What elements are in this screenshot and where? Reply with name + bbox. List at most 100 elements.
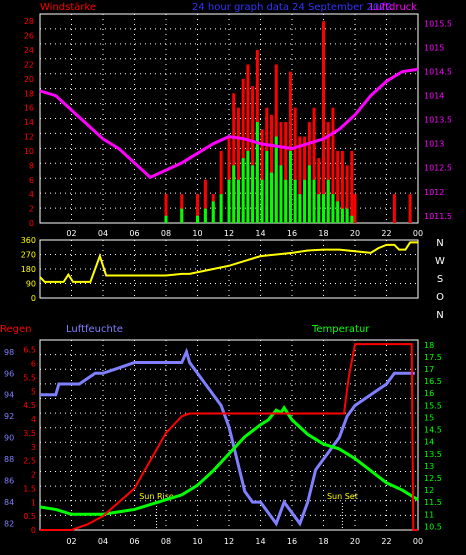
wind-gust-bar <box>219 150 223 223</box>
wind-gust-bar <box>322 21 325 224</box>
wind-gust-bar <box>293 107 297 223</box>
humidity-tick-label: 94 <box>4 391 14 400</box>
temperature-tick-label: 11.5 <box>424 498 442 507</box>
time-tick-label: 08 <box>161 229 171 238</box>
wind-gust-bar <box>284 122 288 223</box>
wind-average-bar <box>331 194 335 223</box>
rain-tick-label: 5.5 <box>23 373 36 382</box>
wind-gust-bar <box>345 165 349 223</box>
pressure-tick-label: 1015.5 <box>424 20 452 29</box>
wind-gust-bar <box>164 194 168 223</box>
wind-tick-label: 28 <box>24 17 34 26</box>
rain-tick-label: 4 <box>31 415 36 424</box>
wind-average-bars <box>164 122 354 223</box>
wind-tick-label: 16 <box>24 104 34 113</box>
rain-tick-label: 5 <box>31 387 36 396</box>
wind-average-bar <box>345 208 349 223</box>
time-tick-label: 00 <box>413 537 423 546</box>
time-tick-label: 06 <box>129 229 139 238</box>
wind-average-bar <box>298 194 302 223</box>
wind-gust-bar <box>317 158 321 223</box>
wind-tick-label: 24 <box>24 46 34 55</box>
wind-tick-label: 22 <box>24 60 34 69</box>
humidity-tick-label: 96 <box>4 369 14 378</box>
wind-average-bar <box>227 179 231 223</box>
time-tick-label: 04 <box>98 229 108 238</box>
time-tick-label: 22 <box>381 229 391 238</box>
rain-tick-label: 3 <box>31 443 36 452</box>
wind-average-bar <box>180 208 184 223</box>
wind-average-bar <box>236 179 240 223</box>
humidity-tick-label: 90 <box>4 434 14 443</box>
temperature-tick-label: 15.5 <box>424 401 442 410</box>
pressure-ticks: 1011.5 1012 1012.5 1013 1013.5 1014 1014.5 1015… <box>424 20 452 221</box>
rain-axis-label: Regen <box>0 324 32 335</box>
pressure-tick-label: 1012.5 <box>424 164 452 173</box>
wind-tick-label: 6 <box>29 176 34 185</box>
wind-direction-line <box>39 241 418 283</box>
direction-panel-frame <box>39 239 419 299</box>
temperature-tick-label: 13.5 <box>424 450 442 459</box>
wind-gust-bar <box>331 107 335 223</box>
temperature-tick-label: 18 <box>424 341 434 350</box>
humidity-axis-label: Luftfeuchte <box>66 324 123 335</box>
wind-axis-label: Windstärke <box>40 2 96 13</box>
wind-tick-label: 20 <box>24 75 34 84</box>
sun-annotations: Sun Rise Sun Set <box>139 492 358 530</box>
wind-average-bar <box>270 172 274 223</box>
rain-tick-label: 2 <box>31 471 36 480</box>
wind-average-bar <box>322 194 325 223</box>
wind-gust-bar <box>312 107 316 223</box>
compass-label: N <box>436 310 443 321</box>
time-tick-label: 12 <box>224 537 234 546</box>
rain-tick-label: 6.5 <box>23 346 36 355</box>
temperature-tick-label: 11 <box>424 510 434 519</box>
direction-tick-label: 0 <box>31 294 36 303</box>
rain-ticks: 0 0.5 1 1.5 2 2.5 3 3.5 4 4.5 5 5.5 6 6.5 <box>23 346 36 535</box>
pressure-tick-label: 1014 <box>424 92 444 101</box>
wind-average-bar <box>274 136 278 223</box>
time-tick-label: 02 <box>66 229 76 238</box>
time-tick-label: 20 <box>350 229 360 238</box>
rain-line <box>40 343 418 531</box>
temperature-tick-label: 10.5 <box>424 522 442 531</box>
time-tick-label: 00 <box>413 229 423 238</box>
wind-average-bar <box>340 208 344 223</box>
temperature-tick-label: 17.5 <box>424 353 442 362</box>
compass-label: N <box>436 238 443 249</box>
wind-gust-bar <box>246 64 250 223</box>
direction-tick-label: 270 <box>21 251 36 260</box>
time-tick-label: 14 <box>255 537 265 546</box>
time-tick-label: 18 <box>318 229 328 238</box>
wind-tick-label: 18 <box>24 89 34 98</box>
rain-tick-label: 4.5 <box>23 401 36 410</box>
wind-average-bar <box>164 215 168 223</box>
time-tick-label: 18 <box>318 537 328 546</box>
wind-tick-label: 10 <box>24 147 34 156</box>
time-tick-label: 04 <box>98 537 108 546</box>
humidity-line <box>40 347 415 527</box>
compass-label: S <box>437 274 443 285</box>
time-tick-label: 02 <box>66 537 76 546</box>
wind-average-bar <box>284 179 288 223</box>
wind-gust-bar <box>236 107 240 223</box>
wind-tick-label: 4 <box>29 190 34 199</box>
temperature-axis-label: Temperatur <box>311 324 370 335</box>
wind-average-bar <box>317 194 321 223</box>
time-tick-label: 08 <box>161 537 171 546</box>
wind-average-bar <box>241 158 245 223</box>
time-tick-label: 10 <box>192 537 202 546</box>
sun-marker-label: Sun Rise <box>139 492 174 501</box>
sun-marker-label: Sun Set <box>327 492 358 501</box>
wind-average-bar <box>336 201 340 223</box>
compass-label: W <box>435 256 445 267</box>
direction-ticks: 0 90 180 270 360 <box>21 236 36 303</box>
pressure-tick-label: 1012 <box>424 188 444 197</box>
temperature-tick-label: 14 <box>424 438 434 447</box>
humidity-tick-label: 98 <box>4 348 14 357</box>
wind-average-bar <box>255 122 259 223</box>
temperature-tick-label: 16 <box>424 389 434 398</box>
wind-gust-bar <box>336 150 340 223</box>
